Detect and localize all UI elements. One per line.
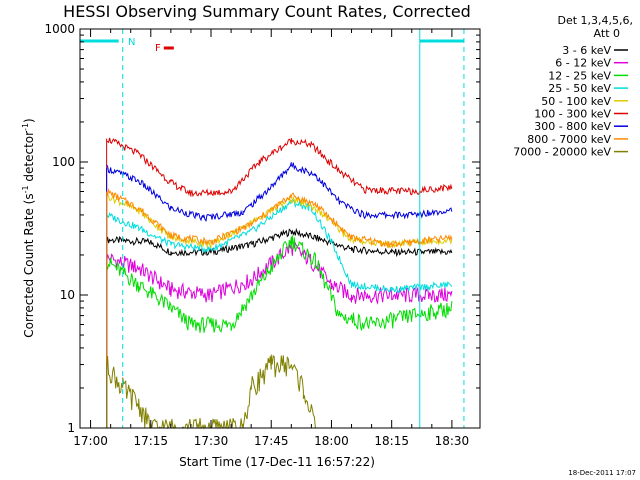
series-line [106, 137, 453, 198]
flare-label: F [155, 43, 161, 54]
series-line [106, 235, 453, 333]
x-tick-label: 18:30 [435, 434, 470, 448]
legend-item-label: 50 - 100 keV [541, 95, 611, 108]
y-tick-label: 100 [52, 155, 75, 169]
legend-item-label: 800 - 7000 keV [527, 133, 611, 146]
series-line [106, 199, 453, 294]
series-line [106, 354, 316, 430]
series-line [106, 241, 453, 305]
legend-item-label: 12 - 25 keV [548, 69, 611, 82]
x-tick-label: 17:45 [254, 434, 289, 448]
y-tick-label: 1000 [44, 22, 75, 36]
x-tick-label: 18:15 [374, 434, 409, 448]
series-line [106, 227, 453, 258]
series-line [106, 192, 453, 249]
legend-item-label: 6 - 12 keV [555, 57, 611, 70]
legend-item-label: 7000 - 20000 keV [513, 146, 611, 159]
series-line [106, 187, 453, 249]
legend-item-label: 300 - 800 keV [534, 120, 611, 133]
footer-date: 18-Dec-2011 17:07 [568, 469, 636, 477]
x-tick-label: 17:15 [133, 434, 168, 448]
y-axis-label: Corrected Count Rate (s-1 detector-1) [21, 118, 36, 337]
series-line [106, 162, 453, 222]
y-tick-label: 10 [60, 288, 75, 302]
x-axis-label: Start Time (17-Dec-11 16:57:22) [179, 455, 375, 469]
legend-header-line-1: Det 1,3,4,5,6, [557, 14, 633, 27]
x-tick-label: 17:00 [73, 434, 108, 448]
y-tick-label: 1 [67, 421, 75, 435]
x-axis-ticks: 17:00 17:15 17:30 17:45 18:00 18:15 18:30 [73, 29, 469, 448]
legend-item-label: 100 - 300 keV [534, 108, 611, 121]
night-label: N [128, 37, 135, 48]
x-tick-label: 18:00 [314, 434, 349, 448]
y-axis-ticks: 1 10 100 1000 [44, 22, 480, 435]
plot-frame [79, 28, 481, 429]
x-tick-label: 17:30 [194, 434, 229, 448]
annotation-layer: NF [80, 29, 465, 428]
chart-title: HESSI Observing Summary Count Rates, Cor… [63, 2, 471, 21]
legend-item-label: 3 - 6 keV [562, 44, 611, 57]
legend-item-label: 25 - 50 keV [548, 82, 611, 95]
legend-header-line-2: Att 0 [594, 27, 620, 40]
series-layer [106, 137, 453, 430]
